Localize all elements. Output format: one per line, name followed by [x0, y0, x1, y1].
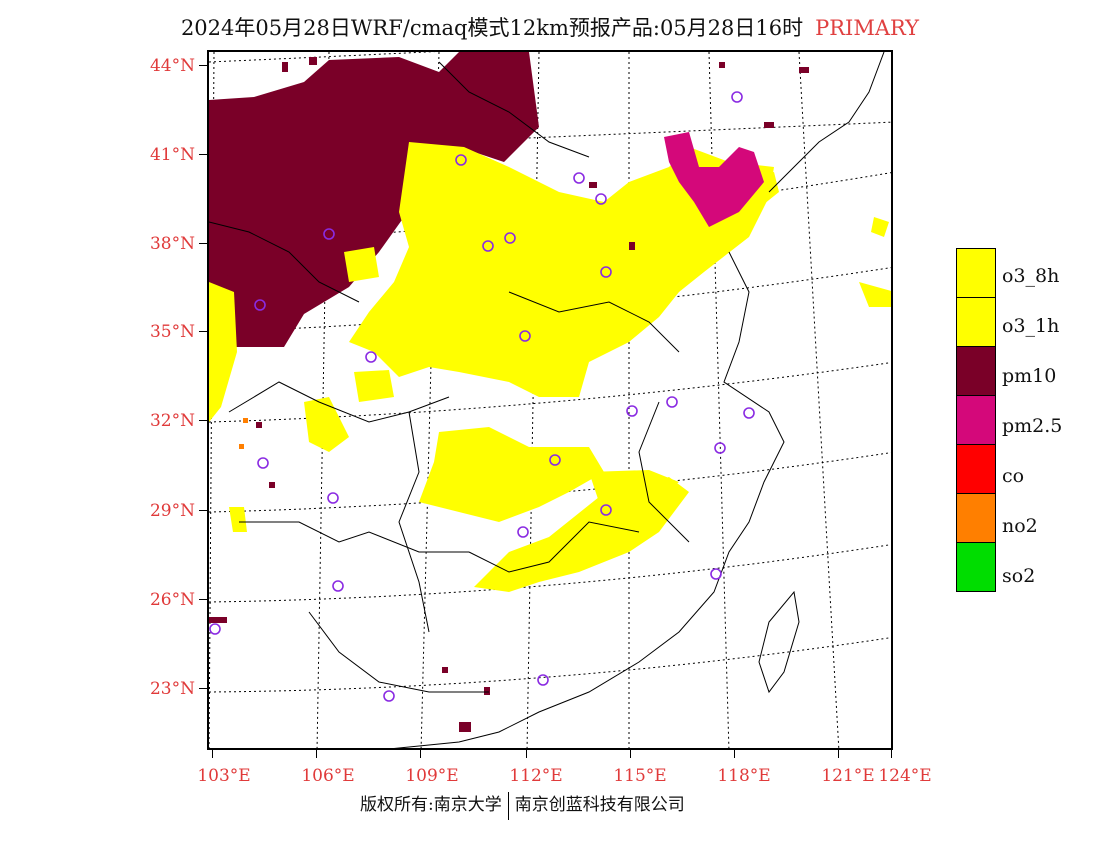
credit-left: 版权所有:南京大学: [360, 795, 502, 815]
legend-label-pm25: pm2.5: [1002, 415, 1063, 437]
lon-tick: [526, 750, 527, 758]
lon-tick: [734, 750, 735, 758]
lat-tick: [199, 154, 207, 155]
legend-label-so2: so2: [1002, 565, 1036, 587]
lat-tick: [199, 599, 207, 600]
lat-label-26: 26°N: [149, 590, 195, 610]
map-title: 2024年05月28日WRF/cmaq模式12km预报产品:05月28日16时 P…: [0, 12, 1100, 42]
site-markers: [209, 91, 755, 702]
lat-tick: [199, 420, 207, 421]
credit-right: 南京创蓝科技有限公司: [514, 795, 685, 815]
lat-tick: [199, 688, 207, 689]
legend-label-o3-1h: o3_1h: [1002, 315, 1060, 337]
lat-label-38: 38°N: [149, 234, 195, 254]
title-text: 2024年05月28日WRF/cmaq模式12km预报产品:05月28日16时: [180, 16, 804, 40]
o3-regions: [209, 142, 891, 592]
no2-specks: [239, 418, 248, 449]
legend-label-co: co: [1002, 465, 1025, 487]
legend: [956, 248, 996, 592]
lat-tick: [199, 331, 207, 332]
boundaries: [209, 52, 885, 748]
lat-label-44: 44°N: [149, 56, 195, 76]
lon-label-121: 121°E: [821, 766, 875, 786]
legend-swatch-so2: [956, 542, 996, 592]
lon-tick: [316, 750, 317, 758]
lat-label-32: 32°N: [149, 411, 195, 431]
map-panel: [207, 50, 893, 750]
lon-label-103: 103°E: [197, 766, 251, 786]
primary-tag: PRIMARY: [815, 16, 920, 40]
pm10-region: [209, 52, 539, 347]
lat-label-29: 29°N: [149, 501, 195, 521]
lon-tick: [838, 750, 839, 758]
legend-swatch-o3-8h: [956, 248, 996, 298]
lat-label-41: 41°N: [149, 145, 195, 165]
pm10-specks: [209, 57, 809, 732]
legend-label-no2: no2: [1002, 515, 1038, 537]
lon-tick: [212, 750, 213, 758]
legend-swatch-o3-1h: [956, 297, 996, 347]
lat-label-23: 23°N: [149, 679, 195, 699]
lon-label-106: 106°E: [301, 766, 355, 786]
lon-tick: [420, 750, 421, 758]
lon-label-124: 124°E: [878, 766, 932, 786]
credit-divider: [507, 791, 509, 820]
legend-swatch-co: [956, 444, 996, 494]
lon-label-115: 115°E: [613, 766, 667, 786]
lon-label-118: 118°E: [717, 766, 771, 786]
legend-swatch-pm10: [956, 346, 996, 396]
lon-label-112: 112°E: [509, 766, 563, 786]
lon-label-109: 109°E: [405, 766, 459, 786]
lat-label-35: 35°N: [149, 322, 195, 342]
copyright-credit: 版权所有:南京大学 南京创蓝科技有限公司: [360, 790, 685, 820]
legend-label-o3-8h: o3_8h: [1002, 265, 1060, 287]
lon-tick: [630, 750, 631, 758]
legend-swatch-no2: [956, 493, 996, 543]
lat-tick: [199, 243, 207, 244]
pollution-map: [209, 52, 891, 748]
lon-tick: [891, 750, 892, 758]
lat-tick: [199, 65, 207, 66]
pm25-region: [664, 132, 764, 227]
lat-tick: [199, 510, 207, 511]
legend-label-pm10: pm10: [1002, 365, 1057, 387]
legend-swatch-pm25: [956, 395, 996, 445]
